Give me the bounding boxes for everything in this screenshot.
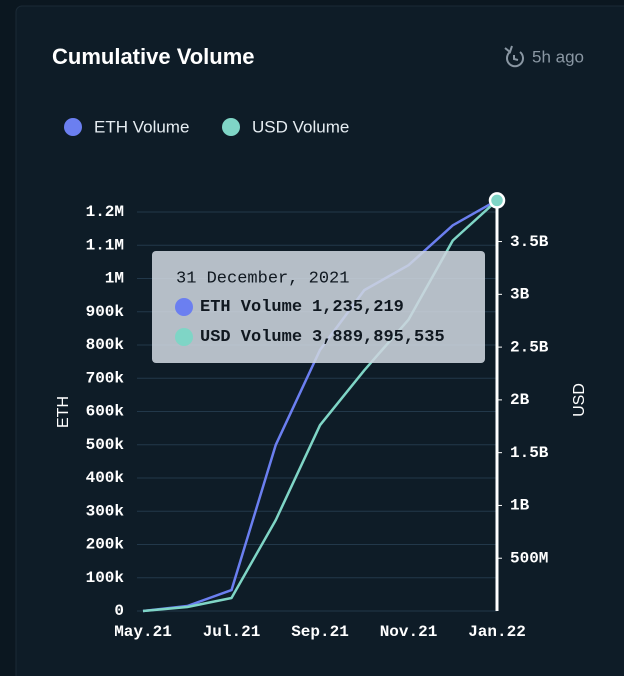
y2-tick-label: 3B: [510, 286, 530, 304]
x-tick-label: May.21: [114, 623, 172, 641]
y-tick-label: 600k: [86, 403, 125, 421]
chart-title: Cumulative Volume: [52, 44, 255, 69]
y-tick-label: 400k: [86, 469, 125, 487]
tooltip-box: [152, 251, 485, 363]
tooltip-title: 31 December, 2021: [176, 269, 349, 288]
tooltip-marker: [175, 298, 193, 316]
y-tick-label: 700k: [86, 369, 125, 387]
y2-tick-label: 1B: [510, 497, 530, 515]
legend-label: ETH Volume: [94, 117, 189, 136]
tooltip-value: 3,889,895,535: [312, 328, 445, 347]
y-tick-label: 300k: [86, 502, 125, 520]
y-tick-label: 500k: [86, 436, 125, 454]
x-tick-label: Jul.21: [203, 623, 261, 641]
legend-marker: [222, 118, 240, 136]
y2-axis-label: USD: [571, 383, 588, 417]
updated-label: 5h ago: [532, 47, 584, 66]
y-tick-label: 1M: [105, 270, 124, 288]
y2-tick-label: 2.5B: [510, 338, 549, 356]
x-tick-label: Nov.21: [380, 623, 438, 641]
x-tick-label: Sep.21: [291, 623, 349, 641]
tooltip: 31 December, 2021 ETH Volume 1,235,219 USD …: [152, 251, 485, 363]
x-tick-label: Jan.22: [468, 623, 526, 641]
y2-tick-label: 500M: [510, 549, 548, 567]
y-tick-label: 900k: [86, 303, 125, 321]
y-tick-label: 800k: [86, 336, 125, 354]
y2-tick-label: 2B: [510, 391, 530, 409]
end-point: [488, 192, 506, 209]
y-tick-label: 100k: [86, 569, 125, 587]
y2-tick-label: 1.5B: [510, 444, 549, 462]
tooltip-value: 1,235,219: [312, 298, 404, 317]
y2-tick-label: 3.5B: [510, 233, 549, 251]
y-axis-label: ETH: [55, 396, 72, 428]
y-tick-label: 1.1M: [86, 236, 124, 254]
y-tick-label: 200k: [86, 536, 125, 554]
y-tick-label: 1.2M: [86, 203, 124, 221]
tooltip-name: ETH Volume: [200, 298, 302, 317]
tooltip-marker: [175, 328, 193, 346]
refresh-icon: [504, 45, 524, 68]
tooltip-row: ETH Volume 1,235,219: [200, 298, 404, 317]
legend-marker: [64, 118, 82, 136]
y-tick-label: 0: [114, 602, 124, 620]
legend-label: USD Volume: [252, 117, 349, 136]
tooltip-name: USD Volume: [200, 328, 302, 347]
tooltip-row: USD Volume 3,889,895,535: [200, 328, 445, 347]
